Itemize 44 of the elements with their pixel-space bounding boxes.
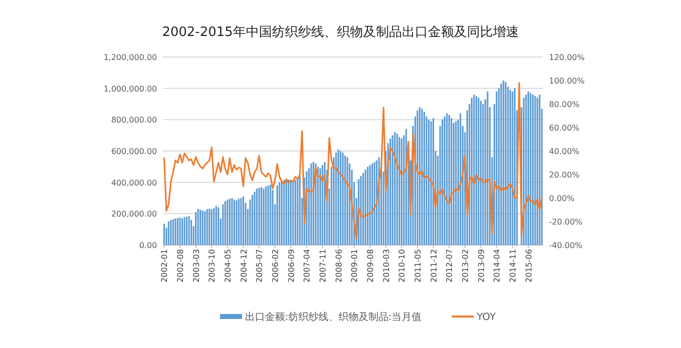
y2-tick-label: 0.00% [549, 194, 575, 203]
x-tick-label: 2006-09 [286, 249, 296, 282]
x-tick-label: 2012-07 [445, 249, 454, 282]
x-tick-label: 2011-05 [413, 249, 422, 282]
x-tick-label: 2013-09 [476, 249, 486, 282]
y2-tick-label: 80.00% [549, 100, 580, 109]
x-tick-label: 2003-03 [192, 249, 201, 282]
x-tick-label: 2002-08 [176, 249, 185, 282]
y2-tick-label: -40.00% [549, 241, 583, 250]
line-series [163, 82, 543, 240]
y2-tick-label: -20.00% [549, 218, 583, 226]
y2-tick-label: 120.00% [549, 53, 585, 62]
y-tick-label: 400,000.00 [111, 178, 157, 188]
y2-tick-label: 100.00% [549, 76, 585, 86]
x-tick-label: 2009-08 [366, 249, 375, 282]
x-tick-label: 2009-01 [350, 249, 360, 282]
x-tick-label: 2004-05 [223, 249, 232, 282]
y-tick-label: 0.00 [139, 241, 157, 250]
x-tick-label: 2015-06 [524, 249, 534, 282]
y-tick-label: 1,200,000.00 [104, 53, 157, 62]
x-tick-label: 2002-01 [160, 249, 170, 282]
y-tick-label: 800,000.00 [111, 116, 157, 125]
y-tick-label: 1,000,000.00 [104, 84, 157, 94]
x-tick-label: 2014-04 [492, 249, 502, 282]
y2-tick-label: 20.00% [549, 170, 580, 180]
x-tick-label: 2005-07 [255, 249, 264, 282]
legend-label: 出口金额:纺织纱线、织物及制品:当月值 [245, 311, 422, 323]
x-tick-label: 2004-12 [239, 249, 248, 282]
chart-title: 2002-2015年中国纺织纱线、织物及制品出口金额及同比增速 [162, 25, 519, 40]
y2-tick-label: 40.00% [549, 147, 580, 156]
x-tick-label: 2011-12 [429, 249, 438, 282]
x-tick-label: 2007-04 [302, 249, 312, 282]
x-tick-label: 2014-11 [508, 249, 518, 282]
x-tick-label: 2010-03 [382, 249, 391, 282]
y-tick-label: 600,000.00 [111, 147, 157, 156]
x-tick-label: 2003-10 [208, 249, 217, 282]
y-tick-label: 200,000.00 [111, 210, 157, 219]
x-tick-label: 2008-06 [334, 249, 344, 282]
legend-label: YOY [476, 312, 497, 323]
x-tick-label: 2013-02 [460, 249, 470, 282]
x-tick-label: 2010-10 [398, 249, 407, 282]
y2-tick-label: 60.00% [549, 124, 580, 132]
x-tick-label: 2007-11 [318, 249, 328, 282]
x-tick-label: 2006-02 [270, 249, 280, 282]
